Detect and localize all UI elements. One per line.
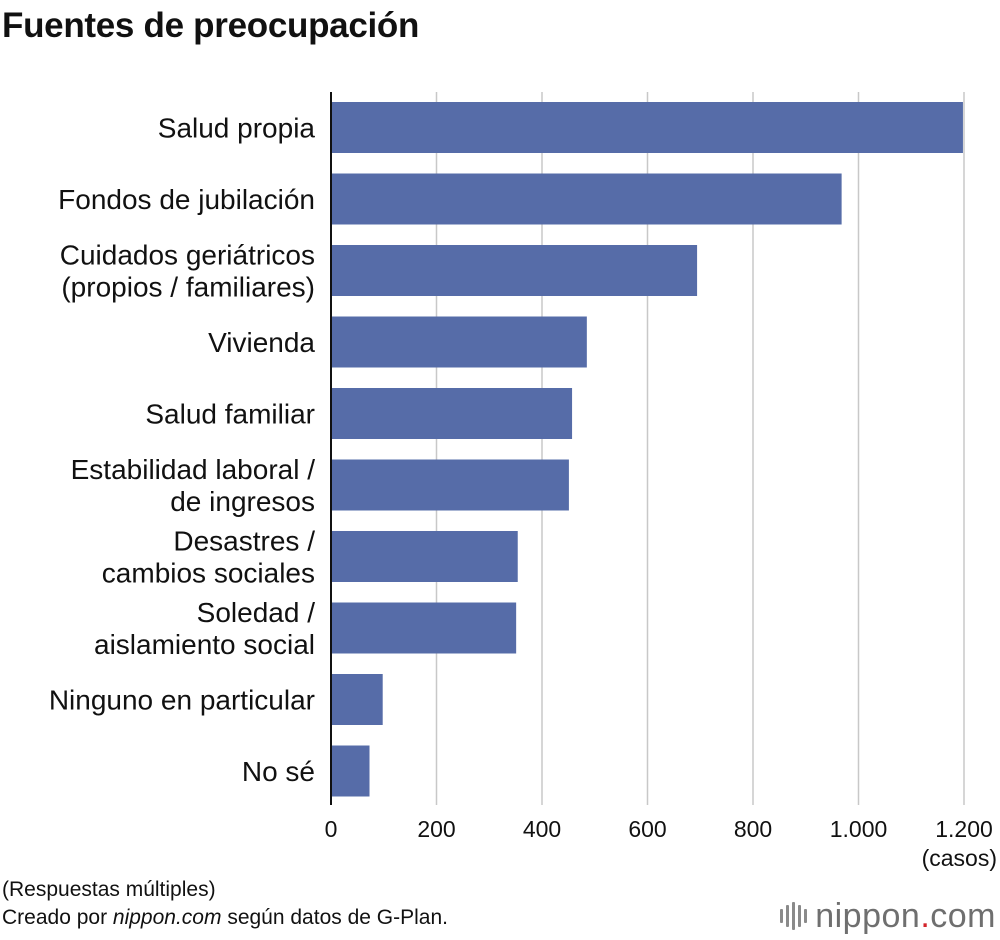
source-prefix: Creado por	[2, 906, 113, 929]
bar-chart: Salud propia Fondos de jubilación Cuidados…	[49, 92, 997, 871]
category-label-line: Ninguno en particular	[49, 685, 315, 716]
logo-dot: .	[920, 896, 931, 935]
x-tick-label: 600	[628, 816, 666, 842]
category-label: Vivienda	[208, 327, 315, 358]
category-label-line: cambios sociales	[102, 558, 315, 589]
logo-name: nippon	[815, 896, 921, 935]
x-unit-label: (casos)	[922, 845, 997, 871]
x-tick-label: 800	[734, 816, 772, 842]
category-label: Estabilidad laboral / de ingresos	[71, 454, 316, 517]
bar	[331, 459, 569, 511]
category-label-line: aislamiento social	[94, 629, 315, 660]
category-label-line: Vivienda	[208, 327, 315, 358]
category-label-line: Cuidados geriátricos	[60, 240, 315, 271]
category-label: Soledad / aislamiento social	[94, 597, 315, 660]
category-label-line: (propios / familiares)	[61, 272, 315, 303]
chart-title: Fuentes de preocupación	[2, 6, 420, 45]
bar	[331, 602, 517, 654]
footnotes: (Respuestas múltiples) Creado por nippon…	[2, 876, 448, 932]
category-label: Salud familiar	[145, 399, 315, 430]
category-label-line: Estabilidad laboral /	[71, 454, 316, 485]
category-label-line: No sé	[242, 756, 315, 787]
category-label: Cuidados geriátricos (propios / familiare…	[60, 240, 315, 303]
logo-tld: com	[930, 896, 996, 935]
category-label-line: Desastres /	[173, 526, 315, 557]
bar	[331, 316, 587, 368]
x-tick-label: 400	[523, 816, 561, 842]
category-label: Ninguno en particular	[49, 685, 315, 716]
source-site: nippon.com	[112, 906, 222, 929]
bar	[331, 173, 842, 225]
bars	[331, 102, 963, 797]
category-label: No sé	[242, 756, 315, 787]
category-labels: Salud propia Fondos de jubilación Cuidados…	[49, 113, 316, 788]
category-label-line: Soledad /	[197, 597, 316, 628]
x-tick-labels: 0 200 400 600 800 1.000 1.200	[325, 816, 993, 842]
category-label: Desastres / cambios sociales	[102, 526, 315, 589]
category-label-line: de ingresos	[170, 486, 315, 517]
footnote-source: Creado por nippon.com según datos de G-P…	[2, 904, 448, 932]
bar	[331, 102, 963, 153]
x-tick-label: 1.200	[935, 816, 993, 842]
category-label-line: Salud familiar	[145, 399, 315, 430]
footnote-multiple-answers: (Respuestas múltiples)	[2, 878, 216, 901]
bar	[331, 531, 518, 582]
bar	[331, 245, 698, 296]
category-label: Fondos de jubilación	[58, 184, 315, 215]
x-tick-label: 200	[417, 816, 455, 842]
bar	[331, 745, 370, 797]
category-label-line: Salud propia	[158, 113, 316, 144]
category-label-line: Fondos de jubilación	[58, 184, 315, 215]
nippon-logo: nippon. com	[780, 896, 996, 936]
logo-bars-icon	[780, 902, 808, 930]
category-label: Salud propia	[158, 113, 316, 144]
bar	[331, 674, 383, 725]
x-tick-label: 1.000	[830, 816, 888, 842]
bar	[331, 388, 573, 439]
source-suffix: según datos de G-Plan.	[221, 906, 448, 929]
x-tick-label: 0	[325, 816, 338, 842]
